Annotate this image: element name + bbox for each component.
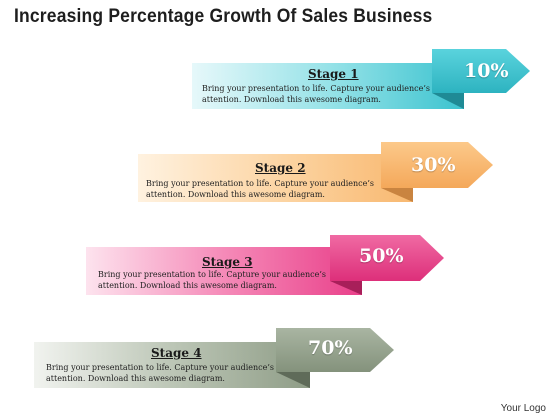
stage-3: Stage 3 Bring your presentation to life.…	[86, 235, 456, 315]
stage-3-percent: 50%	[359, 245, 404, 267]
stage-2-percent: 30%	[411, 154, 456, 176]
stage-4-description: Bring your presentation to life. Capture…	[46, 363, 275, 383]
page-title: Increasing Percentage Growth Of Sales Bu…	[14, 6, 433, 27]
stage-4: Stage 4 Bring your presentation to life.…	[34, 327, 404, 407]
stage-3-description: Bring your presentation to life. Capture…	[98, 270, 327, 290]
stage-4-ribbon	[34, 328, 394, 388]
stage-2: Stage 2 Bring your presentation to life.…	[138, 142, 498, 222]
stage-1-label: Stage 1	[308, 67, 359, 81]
stage-2-label: Stage 2	[255, 161, 306, 175]
stage-4-percent: 70%	[308, 337, 353, 359]
stage-1-percent: 10%	[464, 60, 509, 82]
stage-2-ribbon	[138, 142, 493, 202]
stage-1-ribbon	[192, 49, 530, 109]
stage-3-label: Stage 3	[202, 255, 253, 269]
logo-placeholder: Your Logo	[500, 403, 546, 414]
stage-3-ribbon	[86, 235, 444, 295]
stage-1: Stage 1 Bring your presentation to life.…	[192, 48, 532, 128]
stage-1-description: Bring your presentation to life. Capture…	[202, 84, 431, 104]
stage-4-label: Stage 4	[151, 346, 202, 360]
stage-2-description: Bring your presentation to life. Capture…	[146, 179, 375, 199]
